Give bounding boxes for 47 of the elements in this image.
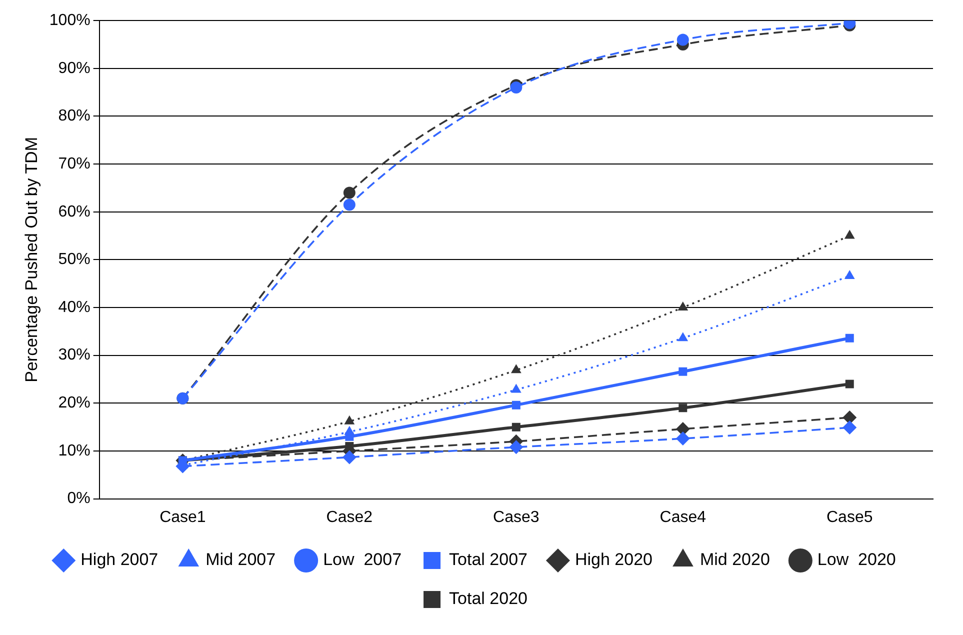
y-tick-label: 50% [58,251,90,268]
point [343,198,356,211]
y-axis-title: Percentage Pushed Out by TDM [22,137,41,382]
y-tick-label: 60% [58,203,90,220]
x-tick-label: Case4 [660,508,706,526]
y-tick-label: 0% [67,490,90,508]
point [678,302,688,311]
y-tick-label: 100% [49,12,90,30]
y-tick-label: 70% [58,155,90,172]
point [678,404,688,412]
legend-label: High 2020 [574,550,652,570]
y-tick-label: 90% [58,60,90,77]
point [845,334,854,342]
point [512,400,520,410]
point [676,432,690,446]
legend-label: Total 2007 [449,550,528,570]
point [344,426,355,435]
y-tick-label: 10% [58,442,90,460]
point [510,384,522,393]
legend-label: Low 2020 [817,550,896,570]
y-tick-label: 30% [58,346,90,364]
point [512,422,520,432]
legend-label: Mid 2020 [700,550,770,570]
point [845,380,854,388]
x-tick-label: Case3 [493,508,540,526]
y-tick-label: 40% [58,298,90,316]
point [510,364,522,374]
point [678,332,688,342]
point [343,186,356,199]
point [844,230,855,239]
x-tick-label: Case1 [160,508,206,526]
point [844,270,855,279]
point [342,450,356,464]
point [510,82,522,94]
legend-label: High 2007 [80,550,158,570]
point [509,440,524,454]
legend-label: Total 2020 [449,589,528,608]
point [344,415,355,424]
y-tick-label: 80% [58,108,90,125]
point [842,420,857,435]
y-tick-label: 20% [58,394,90,412]
legend-label: Mid 2007 [206,550,276,570]
point [676,34,689,46]
x-tick-label: Case2 [326,508,373,526]
x-tick-label: Case5 [826,508,873,526]
point [678,367,688,376]
legend-label: Low 2007 [323,550,402,570]
